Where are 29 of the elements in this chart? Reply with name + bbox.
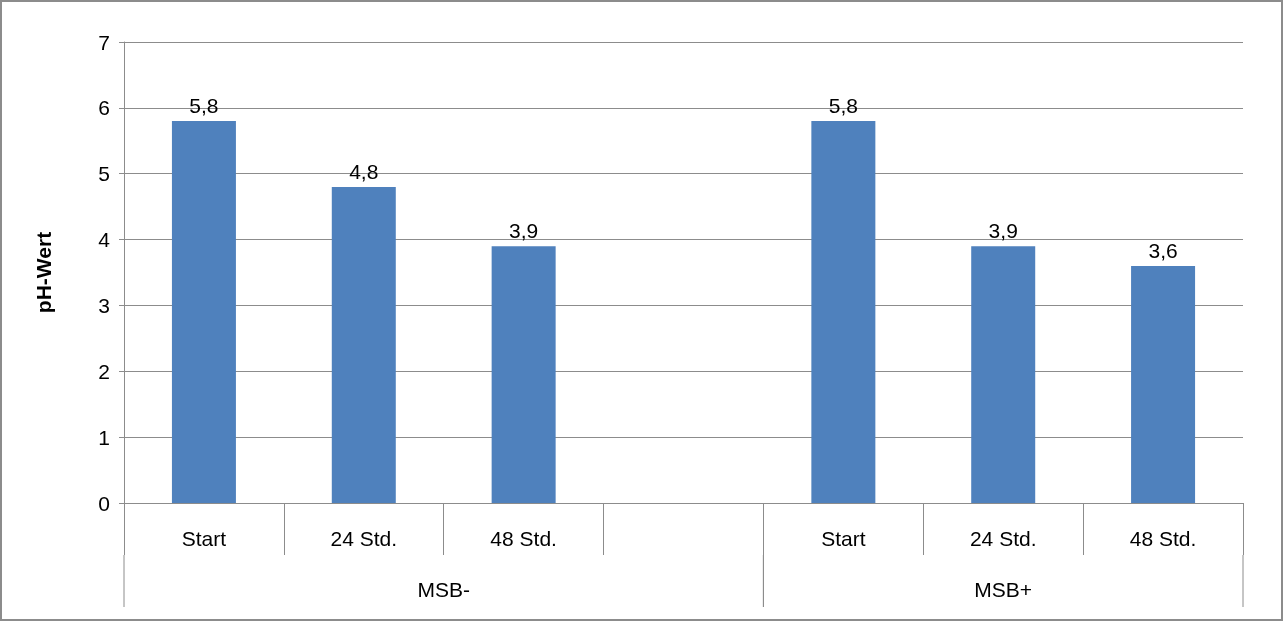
y-tick-label: 7 (98, 30, 110, 54)
x-tick-label: Start (181, 527, 227, 550)
data-label: 3,9 (988, 219, 1018, 243)
bar (171, 121, 236, 503)
bar (491, 246, 556, 503)
bar (971, 246, 1036, 503)
text: MSB+ (974, 577, 1033, 601)
y-tick-label: 4 (98, 228, 111, 252)
y-tick-label: 3 (98, 293, 110, 317)
data-label: 3,9 (509, 219, 539, 243)
x-tick-label: 48 Std. (490, 527, 557, 550)
y-axis-title: pH-Wert (32, 231, 55, 314)
data-label: 4,8 (349, 159, 379, 183)
y-tick-label: 6 (98, 96, 110, 120)
x-tick-label: 48 Std. (1129, 527, 1197, 550)
x-tick-label: Start (821, 527, 866, 550)
y-tick-label: 1 (98, 425, 110, 449)
data-label: 5,8 (828, 94, 858, 118)
x-tick-label: 24 Std. (330, 527, 398, 550)
data-label: 5,8 (189, 94, 219, 118)
data-label: 3,6 (1148, 238, 1178, 262)
y-tick-label: 0 (98, 491, 110, 515)
x-tick-label: 24 Std. (969, 527, 1037, 550)
y-tick-label: 2 (98, 359, 110, 383)
text: MSB- (417, 577, 470, 601)
y-tick-label: 5 (98, 162, 110, 186)
bar (811, 121, 876, 503)
bar (1131, 265, 1196, 503)
bar (331, 186, 396, 503)
